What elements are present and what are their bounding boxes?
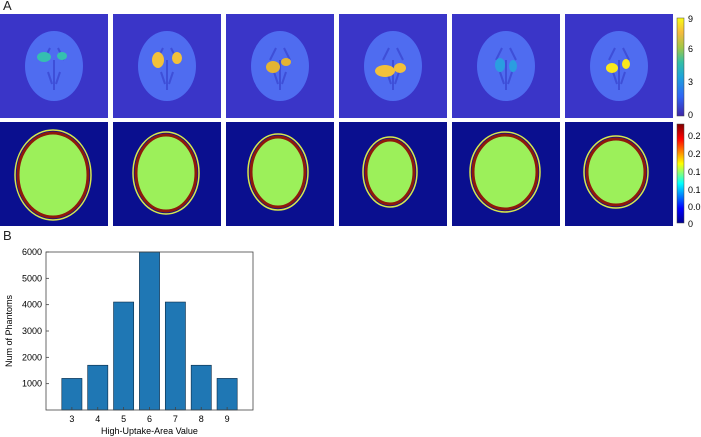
uptake-image-5 bbox=[452, 14, 560, 118]
y-tick-label: 1000 bbox=[22, 379, 42, 389]
histogram-bar-4 bbox=[87, 364, 109, 411]
attenuation-image-4 bbox=[339, 122, 447, 226]
y-tick-label: 5000 bbox=[22, 273, 42, 283]
attenuation-image-5 bbox=[452, 122, 560, 226]
mu-tick-0.05: 0.05 bbox=[688, 202, 701, 212]
y-axis-label: Num of Phantoms bbox=[4, 294, 14, 367]
x-tick-label: 8 bbox=[199, 414, 204, 424]
x-tick-label: 6 bbox=[147, 414, 152, 424]
mu-tick-0.25: 0.25 bbox=[688, 131, 701, 141]
mu-tick-0: 0 bbox=[688, 219, 693, 229]
uptake-image-3 bbox=[226, 14, 334, 118]
x-tick-label: 7 bbox=[173, 414, 178, 424]
y-tick-label: 6000 bbox=[22, 247, 42, 257]
y-tick-label: 4000 bbox=[22, 300, 42, 310]
x-axis-label: High-Uptake-Area Value bbox=[101, 426, 198, 436]
uptake-image-4 bbox=[339, 14, 447, 118]
uptake-image-6 bbox=[565, 14, 673, 118]
x-tick-label: 5 bbox=[121, 414, 126, 424]
attenuation-image-6 bbox=[565, 122, 673, 226]
attenuation-image-1 bbox=[0, 122, 108, 226]
uptake-image-2 bbox=[113, 14, 221, 118]
mu-tick-0.2: 0.2 bbox=[688, 149, 701, 159]
histogram-bar-5 bbox=[113, 301, 135, 411]
histogram-bar-7 bbox=[164, 301, 186, 411]
uptake-tick-9: 9 bbox=[688, 14, 693, 24]
uptake-tick-0: 0 bbox=[688, 110, 693, 120]
panel-a-label: A bbox=[3, 0, 12, 13]
histogram-bar-3 bbox=[61, 378, 83, 411]
uptake-image-1 bbox=[0, 14, 108, 118]
uptake-tick-3: 3 bbox=[688, 77, 693, 87]
attenuation-image-2 bbox=[113, 122, 221, 226]
y-tick-label: 2000 bbox=[22, 352, 42, 362]
uptake-colorbar: 9 6 3 0 bbox=[676, 14, 693, 120]
x-tick-label: 4 bbox=[95, 414, 100, 424]
histogram-bar-9 bbox=[216, 378, 238, 411]
histogram-chart: 1000 2000 3000 4000 5000 6000 3 4 5 6 7 8 9 Num of … bbox=[4, 247, 254, 436]
mu-tick-0.15: 0.15 bbox=[688, 167, 701, 177]
attenuation-image-3 bbox=[226, 122, 334, 226]
attenuation-colorbar: 0.25 0.2 0.15 0.1 0.05 0 bbox=[676, 123, 701, 229]
phantom-image-grid: 9 6 3 0 0.25 0.2 0.15 0.1 bbox=[0, 14, 701, 229]
histogram-bar-8 bbox=[190, 364, 212, 411]
mu-tick-0.1: 0.1 bbox=[688, 185, 701, 195]
y-tick-label: 3000 bbox=[22, 326, 42, 336]
x-tick-label: 3 bbox=[69, 414, 74, 424]
histogram-bar-6 bbox=[139, 251, 160, 411]
panel-b-label: B bbox=[3, 228, 12, 243]
x-tick-label: 9 bbox=[225, 414, 230, 424]
uptake-tick-6: 6 bbox=[688, 44, 693, 54]
